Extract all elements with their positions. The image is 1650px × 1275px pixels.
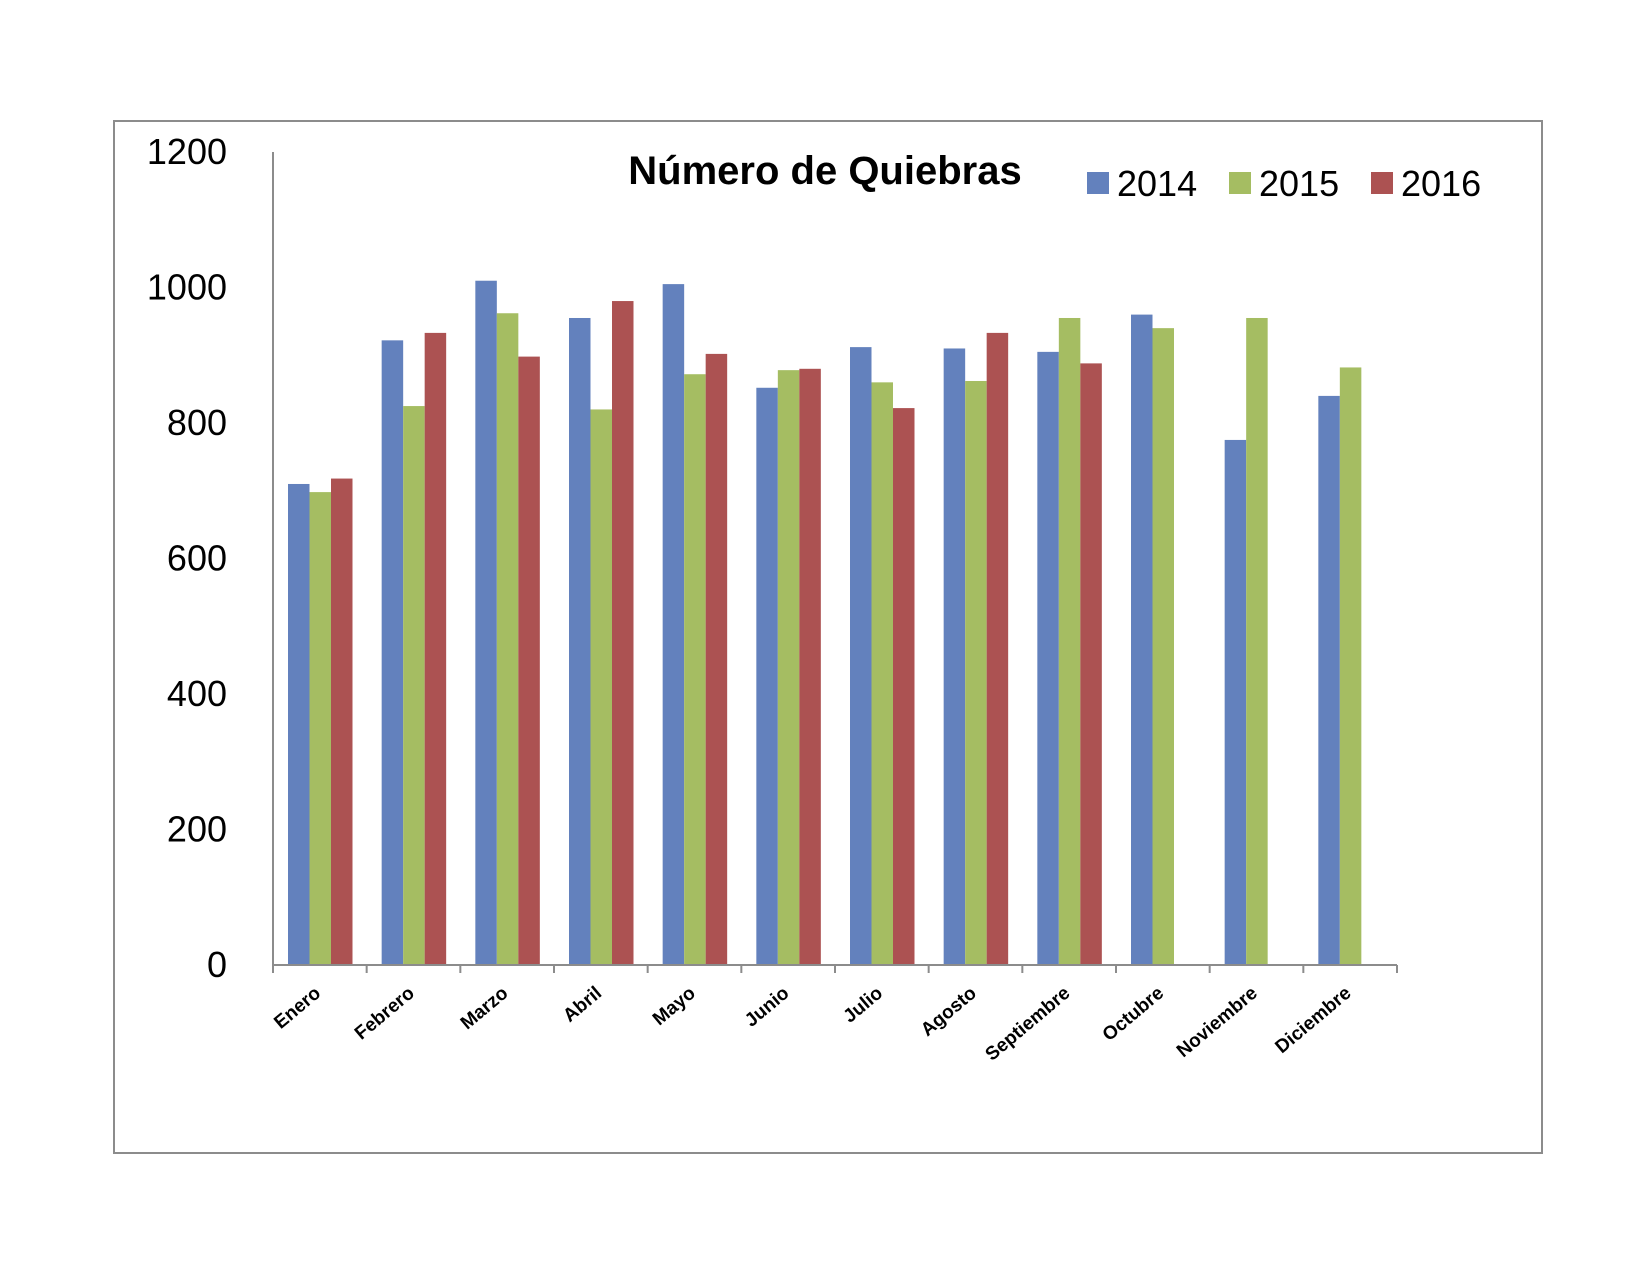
bar-2016-septiembre	[1080, 363, 1102, 965]
y-tick-label: 800	[167, 402, 227, 443]
x-category-label: Octubre	[1099, 983, 1168, 1046]
bar-2015-abril	[590, 409, 612, 965]
bar-2016-agosto	[986, 332, 1009, 965]
x-category-label: Noviembre	[1173, 983, 1262, 1062]
bar-2015-febrero	[403, 406, 425, 965]
y-tick-label: 200	[167, 809, 227, 850]
bar-2015-septiembre	[1058, 317, 1081, 965]
bars-layer	[288, 280, 1362, 966]
y-tick-label: 400	[167, 673, 227, 714]
bar-2014-noviembre	[1224, 439, 1247, 965]
y-tick-label: 1200	[147, 131, 227, 172]
axes	[272, 152, 1398, 973]
x-category-label: Mayo	[649, 983, 700, 1030]
x-category-label: Abril	[559, 983, 606, 1027]
bar-2016-junio	[799, 368, 821, 965]
bar-2015-noviembre	[1246, 317, 1268, 965]
bar-2015-octubre	[1152, 328, 1174, 965]
legend-label-2014: 2014	[1117, 163, 1197, 204]
y-tick-label: 600	[167, 538, 227, 579]
bar-2015-agosto	[965, 380, 987, 965]
legend-label-2016: 2016	[1401, 163, 1481, 204]
bar-2015-junio	[777, 370, 800, 965]
x-category-label: Marzo	[457, 983, 513, 1034]
legend-swatch-2014	[1087, 172, 1109, 194]
legend: 2014 2015 2016	[1087, 163, 1481, 204]
bar-2016-enero	[331, 478, 353, 965]
bar-chart: 0 200 400 600 800 1000 1200 Enero Febrero Marzo Ab…	[147, 131, 1481, 1066]
bar-2016-febrero	[424, 332, 447, 965]
bar-2014-mayo	[662, 284, 685, 965]
x-category-label: Julio	[840, 983, 887, 1028]
bar-2014-enero	[288, 483, 310, 965]
bar-2016-mayo	[705, 353, 728, 965]
bar-2015-mayo	[684, 374, 706, 966]
bar-2015-enero	[309, 492, 331, 965]
legend-swatch-2015	[1229, 172, 1251, 194]
bar-2014-junio	[756, 387, 778, 965]
x-category-label: Diciembre	[1272, 983, 1356, 1058]
bar-2014-abril	[569, 317, 591, 965]
bar-2016-abril	[612, 301, 634, 965]
bar-2014-agosto	[943, 348, 966, 966]
bar-2016-julio	[893, 408, 915, 966]
legend-swatch-2016	[1371, 172, 1393, 194]
bar-2015-marzo	[496, 313, 519, 965]
bar-2016-marzo	[518, 356, 540, 965]
bar-2014-octubre	[1131, 314, 1153, 966]
y-tick-label: 0	[207, 944, 227, 985]
x-category-label: Junio	[741, 983, 793, 1032]
x-category-label: Agosto	[917, 983, 981, 1041]
x-category-label: Septiembre	[982, 983, 1075, 1066]
legend-label-2015: 2015	[1259, 163, 1339, 204]
bar-2014-febrero	[381, 340, 404, 966]
chart-frame: 0 200 400 600 800 1000 1200 Enero Febrero Marzo Ab…	[113, 120, 1543, 1154]
bar-2014-diciembre	[1318, 395, 1340, 965]
bar-2015-julio	[871, 382, 893, 966]
y-tick-label: 1000	[147, 267, 227, 308]
bar-2014-septiembre	[1037, 351, 1059, 965]
x-category-label: Enero	[270, 983, 325, 1034]
bar-2015-diciembre	[1339, 367, 1362, 965]
chart-title: Número de Quiebras	[628, 149, 1021, 193]
x-category-label: Febrero	[351, 983, 419, 1045]
bar-2014-marzo	[475, 280, 497, 966]
bar-2014-julio	[850, 347, 872, 965]
